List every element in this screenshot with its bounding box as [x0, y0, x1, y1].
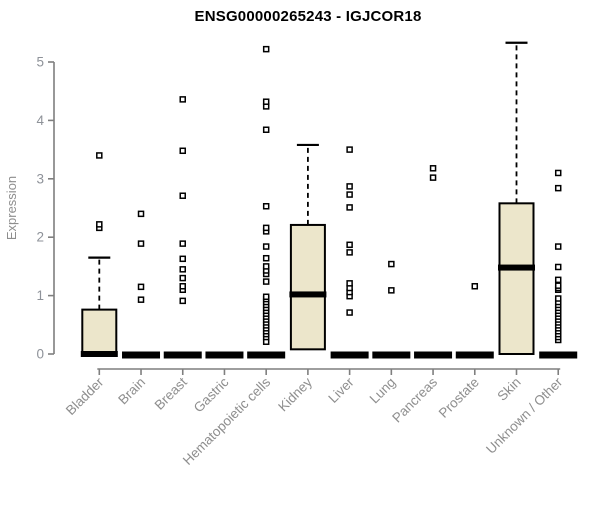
- outlier-point: [388, 260, 395, 268]
- outlier-point: [554, 295, 562, 302]
- y-axis: 0 1 2 3 4 5: [36, 55, 55, 362]
- outlier-point: [346, 280, 353, 287]
- x-category-label: Unknown / Other: [483, 374, 566, 457]
- outlier-point: [388, 287, 395, 294]
- x-category-label: Kidney: [275, 374, 315, 414]
- y-tick-label: 1: [36, 288, 44, 303]
- y-tick-label: 3: [36, 171, 44, 186]
- outlier-point: [554, 282, 562, 289]
- x-category-label: Brain: [115, 375, 148, 408]
- outlier-point: [262, 254, 270, 262]
- x-category-label: Liver: [325, 374, 357, 406]
- boxplot-kidney: [289, 143, 327, 351]
- outlier-point: [262, 224, 270, 232]
- outlier-point: [346, 191, 353, 198]
- outlier-point: [554, 243, 562, 250]
- outlier-point: [346, 204, 353, 211]
- outlier-point: [429, 174, 437, 181]
- boxplot-hematopoietic-cells: [247, 45, 286, 359]
- outlier-point: [179, 240, 186, 247]
- outlier-point: [262, 45, 270, 53]
- boxplot-brain: [122, 210, 161, 359]
- outlier-point: [179, 274, 186, 282]
- outlier-point: [179, 283, 186, 290]
- outlier-point: [262, 98, 270, 105]
- outlier-point: [346, 183, 353, 190]
- outlier-point: [346, 249, 353, 256]
- outlier-point: [179, 297, 186, 305]
- x-category-label: Pancreas: [389, 374, 440, 425]
- x-category-label: Bladder: [63, 374, 107, 418]
- outlier-point: [554, 263, 562, 271]
- chart-title: ENSG00000265243 - IGJCOR18: [195, 8, 422, 25]
- x-category-label: Breast: [152, 374, 190, 412]
- outlier-point: [262, 293, 270, 301]
- plot-area: 0 1 2 3 4 5 Bladder Brain Breast GastricHematopoi…: [36, 41, 578, 468]
- boxplot-skin: [498, 41, 535, 355]
- outlier-point: [137, 296, 145, 303]
- boxplot-liver: [330, 146, 369, 359]
- boxplot-breast: [163, 96, 202, 359]
- outlier-point: [137, 283, 145, 291]
- y-tick-label: 2: [36, 230, 44, 245]
- boxplot-lung: [372, 260, 411, 359]
- outlier-point: [346, 146, 353, 153]
- outlier-point: [137, 240, 145, 247]
- outlier-point: [96, 152, 103, 159]
- outlier-point: [179, 255, 186, 263]
- boxplot-unknown-other: [539, 169, 578, 359]
- boxplot-prostate: [455, 283, 494, 359]
- outlier-point: [346, 309, 353, 316]
- outlier-point: [554, 169, 562, 177]
- outlier-point: [179, 266, 186, 273]
- x-category-label: Prostate: [436, 375, 482, 421]
- y-tick-label: 5: [36, 55, 44, 70]
- outlier-point: [179, 147, 186, 155]
- y-tick-label: 4: [36, 113, 44, 128]
- outlier-point: [262, 126, 270, 133]
- outlier-point: [262, 263, 270, 270]
- boxplot-bladder: [80, 152, 118, 357]
- outlier-point: [346, 241, 353, 249]
- outlier-point: [179, 192, 186, 199]
- outlier-point: [179, 96, 186, 103]
- outlier-point: [262, 243, 270, 250]
- y-axis-label: Expression: [4, 176, 19, 240]
- x-category-label: Skin: [494, 375, 523, 404]
- boxplot-gastric: [205, 351, 244, 359]
- outlier-point: [137, 210, 145, 218]
- outlier-point: [471, 283, 479, 290]
- outlier-point: [96, 221, 103, 228]
- outlier-point: [262, 202, 270, 210]
- outlier-point: [554, 276, 562, 284]
- boxplot-pancreas: [414, 165, 453, 359]
- y-tick-label: 0: [36, 347, 44, 362]
- x-category-label: Gastric: [191, 374, 232, 415]
- x-category-label: Lung: [367, 375, 399, 407]
- outlier-point: [554, 184, 562, 192]
- outlier-point: [429, 165, 437, 172]
- outlier-point: [262, 278, 270, 285]
